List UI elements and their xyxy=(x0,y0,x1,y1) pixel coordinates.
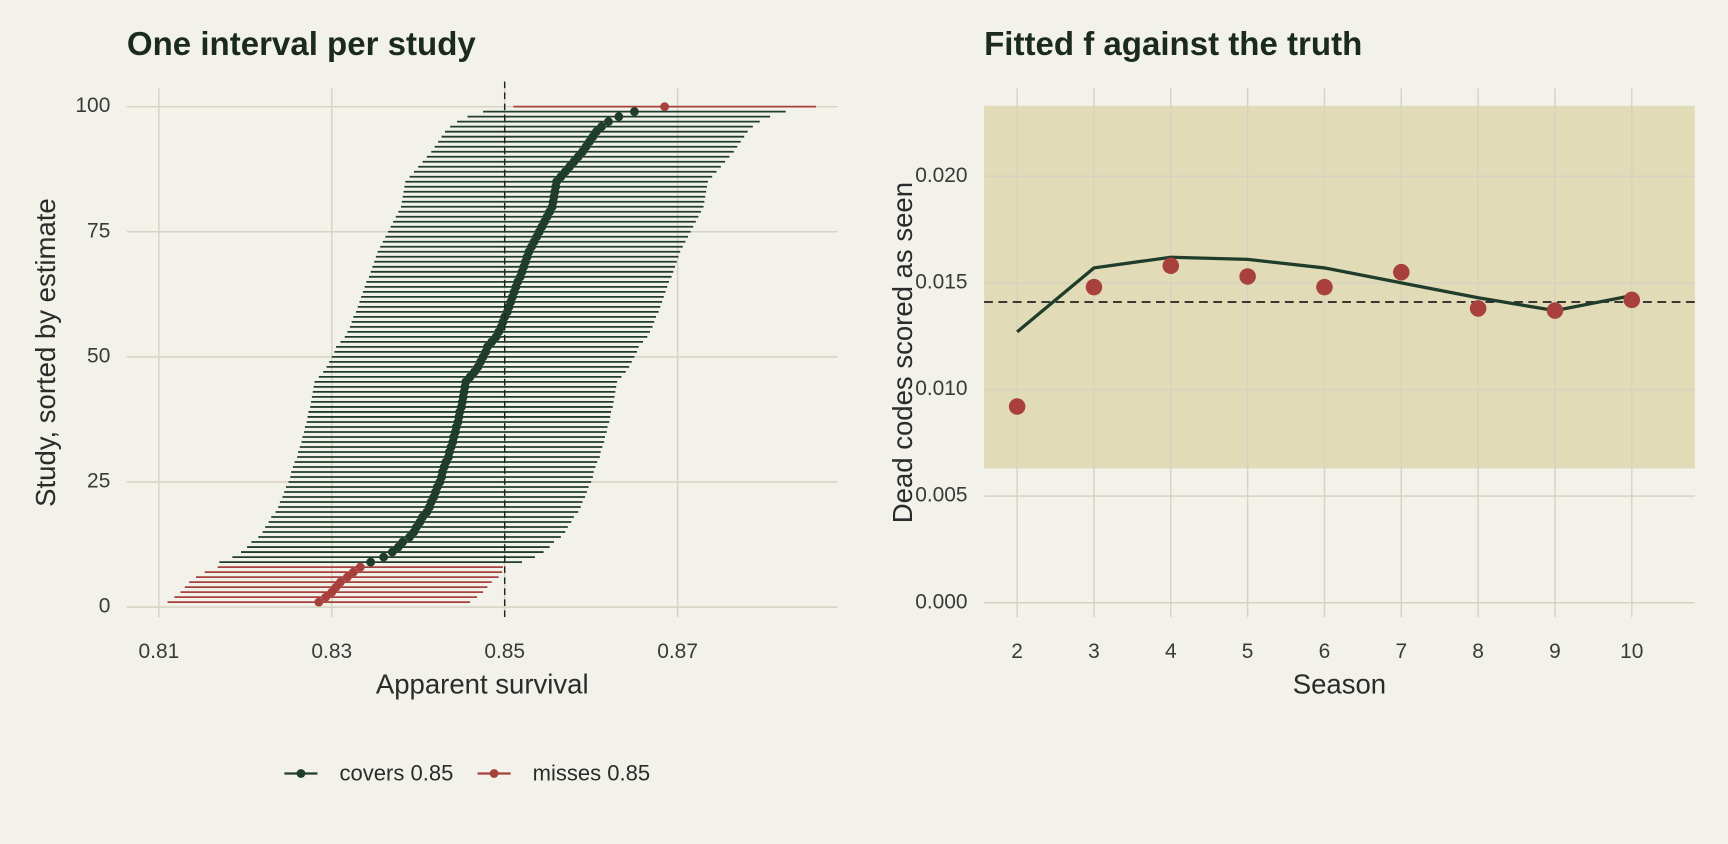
estimate-point xyxy=(355,562,365,572)
fitted-line xyxy=(1016,255,1633,334)
chart-title: One interval per study xyxy=(127,26,477,63)
estimate-point xyxy=(379,552,389,562)
chart-title: Fitted f against the truth xyxy=(984,26,1362,63)
y-tick-label: 0.020 xyxy=(915,164,967,187)
legend-dot xyxy=(296,769,306,778)
y-tick-label: 0.005 xyxy=(915,484,967,507)
data-point xyxy=(1085,278,1103,296)
data-point xyxy=(1393,263,1410,281)
estimate-point xyxy=(660,102,670,112)
data-point xyxy=(1469,300,1487,317)
x-tick-label: 2 xyxy=(1011,640,1023,663)
y-tick-label: 50 xyxy=(87,344,110,367)
x-tick-label: 0.83 xyxy=(311,640,352,663)
data-point xyxy=(1546,302,1564,319)
x-tick-label: 0.81 xyxy=(138,640,179,663)
legend-label: covers 0.85 xyxy=(340,760,454,785)
data-point xyxy=(1316,278,1333,296)
estimate-point xyxy=(366,557,376,567)
data-point xyxy=(1008,398,1026,415)
estimate-point xyxy=(314,597,324,607)
x-tick-label: 3 xyxy=(1088,640,1100,663)
x-tick-label: 7 xyxy=(1395,640,1407,663)
estimate-point xyxy=(597,122,606,132)
y-tick-label: 0.015 xyxy=(915,270,967,293)
estimate-point xyxy=(387,547,397,557)
shaded-band xyxy=(984,105,1695,469)
estimate-point xyxy=(342,572,352,582)
estimate-point xyxy=(398,537,408,547)
estimate-point xyxy=(321,592,331,602)
x-tick-label: 9 xyxy=(1549,640,1561,663)
x-tick-label: 6 xyxy=(1319,640,1331,663)
y-tick-label: 0.000 xyxy=(915,590,967,613)
legend-dot xyxy=(489,769,499,778)
x-tick-label: 10 xyxy=(1620,640,1643,663)
estimate-point xyxy=(336,577,345,587)
legend-label: misses 0.85 xyxy=(533,760,650,785)
y-tick-label: 0.010 xyxy=(915,377,967,400)
x-tick-label: 8 xyxy=(1472,640,1484,663)
data-point xyxy=(1239,268,1256,285)
estimate-point xyxy=(614,112,624,122)
y-tick-label: 25 xyxy=(87,470,110,493)
y-tick-label: 0 xyxy=(99,595,111,618)
x-tick-label: 4 xyxy=(1165,640,1177,663)
data-point xyxy=(1623,291,1641,309)
x-axis-title: Apparent survival xyxy=(376,669,589,700)
x-tick-label: 0.85 xyxy=(484,640,525,663)
y-axis-title: Study, sorted by estimate xyxy=(30,198,61,507)
x-axis-title: Season xyxy=(1293,669,1386,700)
y-tick-label: 75 xyxy=(87,219,110,242)
data-point xyxy=(1162,257,1180,275)
y-tick-label: 100 xyxy=(75,94,110,117)
estimate-point xyxy=(348,567,358,577)
x-tick-label: 5 xyxy=(1242,640,1254,663)
estimate-point xyxy=(629,107,639,117)
estimate-point xyxy=(604,117,613,127)
y-axis-title: Dead codes scored as seen xyxy=(887,182,918,523)
x-tick-label: 0.87 xyxy=(657,640,698,663)
